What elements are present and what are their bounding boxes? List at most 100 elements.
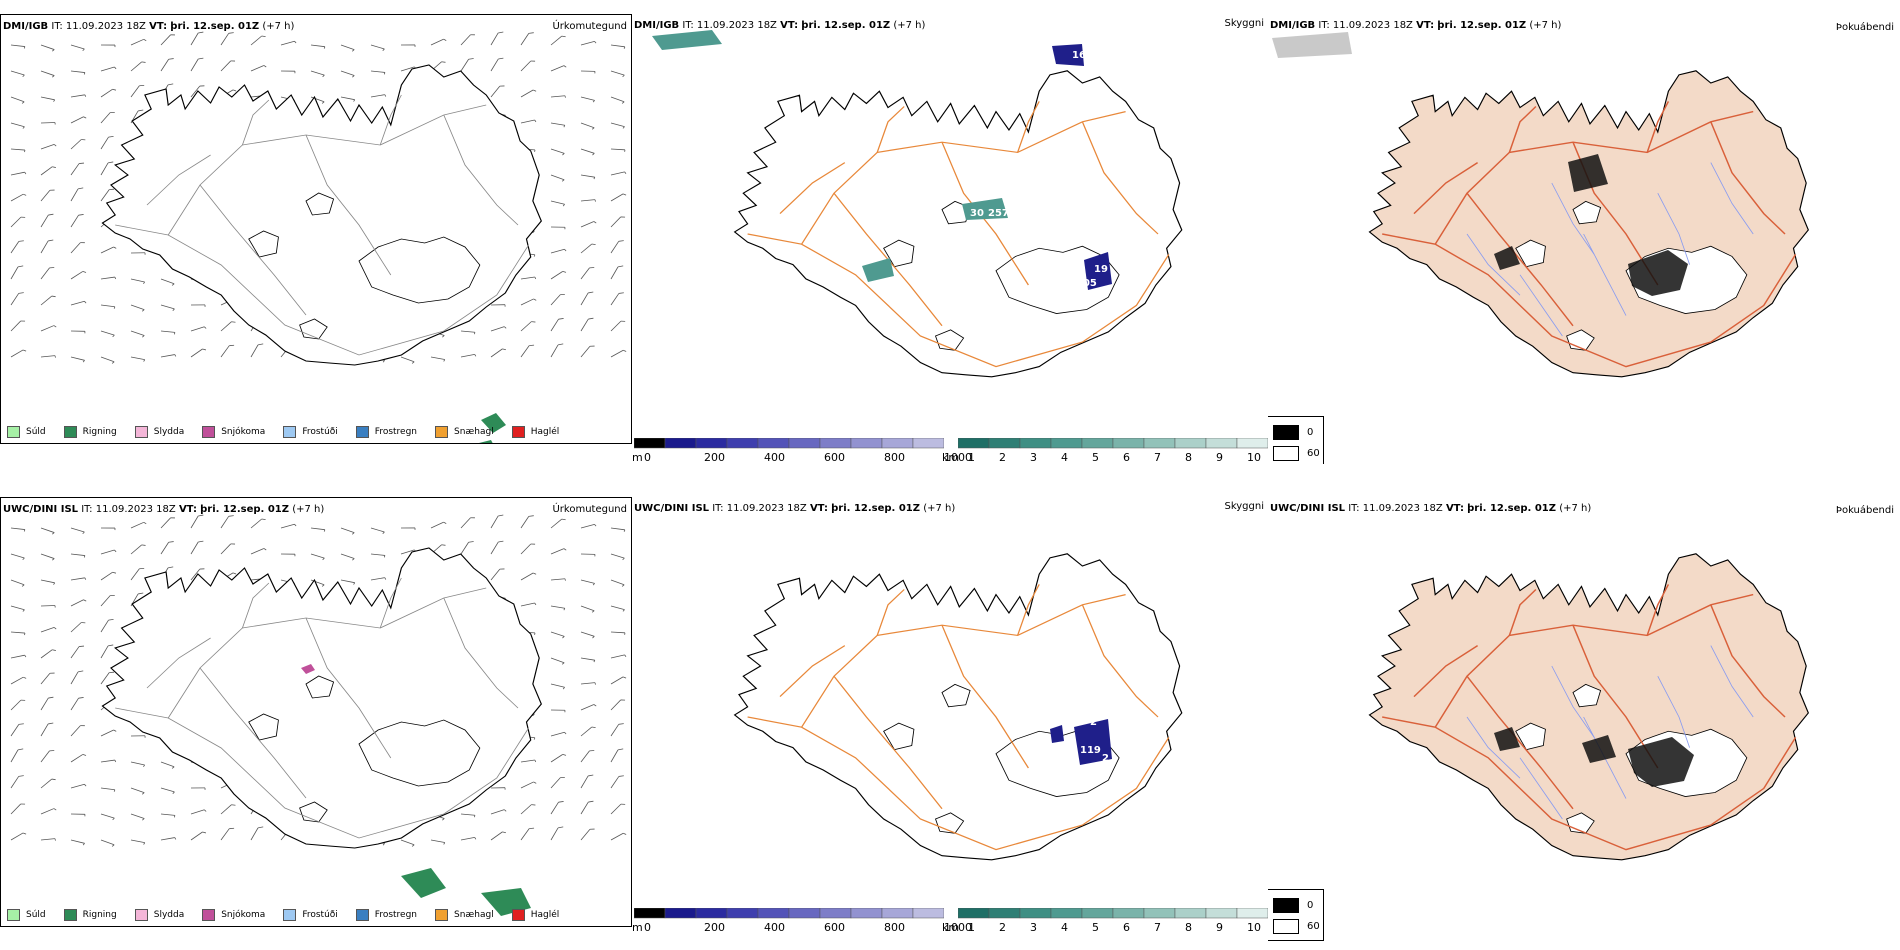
wind-barb-flag: [352, 75, 355, 78]
wind-barb: [10, 776, 20, 789]
wind-barb: [610, 70, 625, 76]
wind-barb-flag: [84, 94, 87, 97]
forecast-header: DMI/IGB IT: 11.09.2023 18Z VT: þri. 12.s…: [634, 20, 925, 32]
wind-barb: [10, 44, 25, 47]
cloudbase-patch: [1050, 725, 1064, 743]
road-line: [1081, 121, 1159, 235]
river-line: [1551, 182, 1595, 255]
wind-barb-flag: [143, 281, 146, 285]
wind-barb: [10, 724, 20, 737]
road-line: [1710, 121, 1786, 235]
wind-barb: [220, 804, 232, 815]
wind-barb: [550, 95, 565, 98]
cloudbase-color-cell: [819, 908, 852, 919]
wind-barb-flag: [468, 541, 474, 543]
wind-barb: [70, 188, 79, 202]
wind-barb: [130, 330, 145, 336]
wind-barb-flag: [618, 775, 624, 777]
wind-barb: [70, 300, 85, 306]
valid-time-label: VT:: [1445, 503, 1464, 514]
wind-barb: [550, 578, 565, 581]
wind-barb: [550, 548, 565, 555]
valid-time: þri. 12.sep. 01Z: [801, 20, 891, 31]
legend-item: Súld: [7, 909, 46, 921]
wind-barb-flag: [621, 584, 625, 587]
wind-barb: [580, 726, 593, 737]
visibility-unit: km: [942, 451, 960, 464]
wind-barb-flag: [593, 704, 597, 707]
visibility-patch: [962, 198, 1008, 220]
wind-barb: [370, 44, 385, 50]
wind-barb-flag: [198, 31, 204, 34]
wind-barb: [100, 645, 109, 659]
road-line: [146, 154, 211, 206]
glacier-outline: [1572, 200, 1602, 225]
wind-barb-flag: [322, 557, 325, 561]
wind-barb: [580, 704, 595, 711]
wind-barb-flag: [623, 46, 626, 49]
wind-barb: [580, 40, 595, 46]
init-time-label: IT:: [81, 504, 93, 515]
wind-barb-flag: [622, 74, 625, 78]
wind-barb: [550, 174, 565, 181]
glacier-outline: [299, 318, 328, 340]
wind-barb: [130, 568, 140, 581]
wind-barb: [610, 96, 625, 103]
wind-barb: [160, 787, 175, 793]
fog-key-row: 60: [1273, 919, 1320, 934]
wind-barb-flag: [621, 101, 625, 104]
wind-barb: [310, 579, 325, 586]
cloudbase-value-label: 19: [1094, 264, 1108, 275]
wind-barb: [10, 320, 22, 332]
wind-barb: [100, 66, 115, 72]
wind-barb-flag: [51, 295, 56, 298]
wind-barb-flag: [563, 125, 566, 128]
wind-barb-flag: [561, 35, 566, 38]
fog-patch: [1628, 250, 1688, 296]
wind-barb: [610, 553, 625, 559]
wind-barb-flag: [617, 265, 624, 268]
wind-barb: [10, 171, 25, 176]
fog-index-title: Þokuábendi: [1835, 505, 1894, 516]
wind-barb-flag: [588, 291, 594, 294]
wind-barb-flag: [173, 332, 176, 335]
wind-barb: [40, 189, 51, 202]
rain-patch: [401, 868, 446, 898]
wind-barb-flag: [52, 649, 56, 651]
wind-barb-flag: [382, 360, 385, 363]
wind-barb-flag: [53, 325, 57, 328]
wind-barb-flag: [591, 726, 596, 729]
forecast-header: UWC/DINI ISL IT: 11.09.2023 18Z VT: þri.…: [1270, 503, 1591, 515]
wind-barb-flag: [53, 144, 57, 147]
legend-item: Súld: [7, 426, 46, 438]
legend-swatch: [63, 426, 77, 438]
river-line: [1657, 676, 1691, 748]
visibility-color-cell: [1019, 438, 1052, 449]
fog-key-row: 0: [1273, 425, 1313, 440]
wind-barb-flag: [202, 831, 207, 834]
wind-barb: [70, 163, 80, 176]
visibility-tick: 3: [1030, 921, 1037, 934]
wind-barb-flag: [113, 306, 116, 309]
fog-patch: [1568, 154, 1608, 192]
wind-barb-flag: [562, 687, 565, 690]
wind-barb: [250, 548, 265, 555]
river-line: [1657, 193, 1691, 265]
wind-barb: [70, 70, 85, 73]
cloudbase-patch: [1084, 252, 1112, 290]
wind-barb-flag: [174, 837, 177, 840]
wind-barb: [580, 605, 595, 612]
wind-barb: [190, 348, 203, 358]
cloudbase-tick: 0: [644, 451, 651, 464]
wind-barb-flag: [114, 66, 117, 70]
road-line: [443, 597, 519, 709]
wind-barb-flag: [498, 514, 504, 517]
wind-barb-flag: [174, 354, 177, 357]
wind-barb: [550, 200, 565, 205]
wind-barb: [490, 32, 499, 46]
wind-barb-flag: [593, 221, 597, 224]
road-line: [241, 99, 270, 146]
wind-barb: [370, 94, 385, 98]
wind-barb: [400, 549, 415, 555]
wind-barb-flag: [48, 213, 54, 216]
